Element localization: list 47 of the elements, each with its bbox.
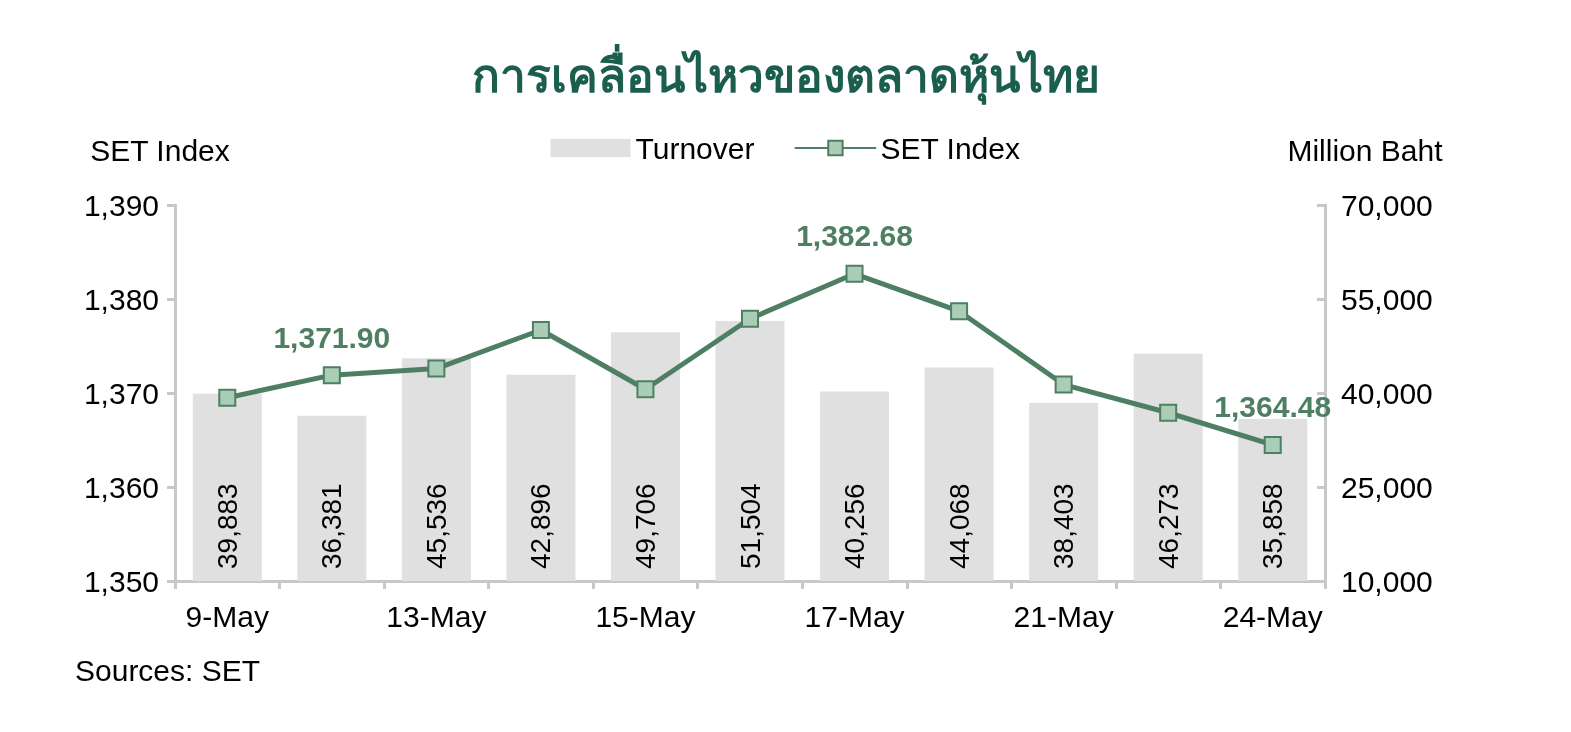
data-label: 45,536 bbox=[420, 483, 452, 569]
y2-axis-title: Million Baht bbox=[1287, 133, 1444, 167]
legend-label: SET Index bbox=[880, 131, 1020, 165]
x-tick-label: 13-May bbox=[386, 599, 487, 633]
point bbox=[427, 359, 446, 378]
data-label: 46,273 bbox=[1152, 483, 1184, 569]
y-axis-title: SET Index bbox=[90, 133, 230, 167]
y-tick-label: 1,380 bbox=[83, 282, 159, 316]
point bbox=[322, 366, 341, 385]
y-tick-label: 1,360 bbox=[83, 470, 159, 504]
x-tick-label: 17-May bbox=[804, 599, 905, 633]
data-label: 40,256 bbox=[839, 483, 871, 569]
chart-title: การเคลื่อนไหวของตลาดหุ้นไทย bbox=[471, 44, 1100, 105]
y-tick-label: 1,370 bbox=[83, 376, 159, 410]
data-label: 49,706 bbox=[629, 483, 661, 569]
y2-tick-label: 70,000 bbox=[1341, 188, 1433, 222]
data-label: 42,896 bbox=[525, 483, 557, 569]
data-label: 39,883 bbox=[211, 483, 243, 569]
data-label: 36,381 bbox=[316, 483, 348, 569]
source-note: Sources: SET bbox=[75, 653, 261, 687]
data-label: 51,504 bbox=[734, 483, 766, 569]
data-label: 38,403 bbox=[1048, 483, 1080, 569]
point bbox=[218, 388, 237, 407]
point bbox=[1159, 403, 1178, 422]
point bbox=[950, 302, 969, 321]
y2-tick-label: 25,000 bbox=[1341, 470, 1433, 504]
data-label: 1,382.68 bbox=[796, 219, 913, 253]
x-tick-label: 21-May bbox=[1013, 599, 1114, 633]
point bbox=[845, 264, 864, 283]
y-tick-label: 1,350 bbox=[83, 564, 159, 598]
point bbox=[531, 321, 550, 340]
data-label: 1,364.48 bbox=[1214, 390, 1332, 424]
y2-tick-label: 55,000 bbox=[1341, 282, 1433, 316]
point bbox=[1054, 375, 1073, 394]
y2-tick-label: 10,000 bbox=[1341, 564, 1433, 598]
legend-label: Turnover bbox=[635, 131, 755, 165]
data-label: 35,858 bbox=[1257, 483, 1289, 569]
x-tick-label: 15-May bbox=[595, 599, 696, 633]
data-label: 1,371.90 bbox=[273, 320, 391, 354]
x-tick-label: 9-May bbox=[185, 599, 269, 633]
point bbox=[636, 380, 655, 399]
point bbox=[741, 309, 759, 328]
y-tick-label: 1,390 bbox=[83, 188, 159, 222]
y2-tick-label: 40,000 bbox=[1341, 376, 1433, 410]
data-label: 44,068 bbox=[943, 483, 975, 569]
x-tick-label: 24-May bbox=[1222, 599, 1323, 633]
point bbox=[1263, 435, 1282, 454]
